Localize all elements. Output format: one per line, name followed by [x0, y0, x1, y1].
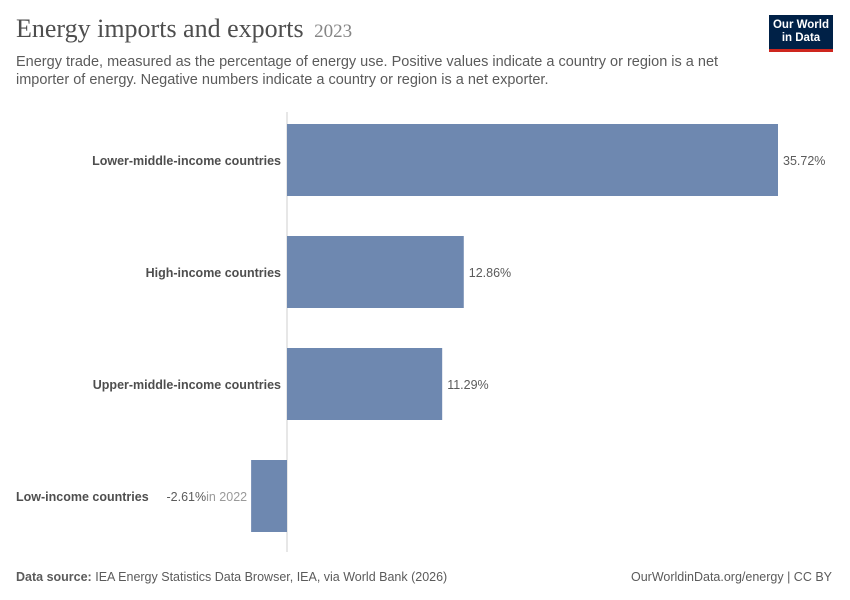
title-text: Energy imports and exports	[16, 14, 304, 43]
data-source-label: Data source:	[16, 570, 92, 584]
category-label: Lower-middle-income countries	[92, 154, 281, 168]
value-label: 35.72%	[783, 154, 825, 168]
value-label-number: -2.61%	[166, 490, 206, 504]
bar-2	[287, 236, 464, 308]
value-label: 12.86%	[469, 266, 511, 280]
logo-line-1: Our World	[772, 19, 829, 31]
title-year: 2023	[314, 21, 353, 42]
credit-link[interactable]: OurWorldinData.org/energy | CC BY	[630, 570, 832, 584]
data-source: Data source: IEA Energy Statistics Data …	[16, 570, 447, 584]
owid-logo[interactable]: Our World in Data	[769, 15, 833, 52]
category-label: Upper-middle-income countries	[93, 378, 281, 392]
category-label: High-income countries	[146, 266, 281, 280]
category-label: Low-income countries	[16, 490, 149, 504]
bar-4	[251, 460, 287, 532]
value-note: in 2022	[206, 490, 247, 504]
data-source-text[interactable]: IEA Energy Statistics Data Browser, IEA,…	[95, 570, 448, 584]
logo-line-2: in Data	[781, 32, 821, 44]
value-label: 11.29%	[447, 378, 488, 392]
chart-title: Energy imports and exports 2023	[16, 14, 352, 44]
bar-1	[287, 124, 778, 196]
value-label: -2.61%in 2022	[166, 490, 247, 504]
bar-3	[287, 348, 443, 420]
chart-subtitle: Energy trade, measured as the percentage…	[16, 54, 719, 88]
